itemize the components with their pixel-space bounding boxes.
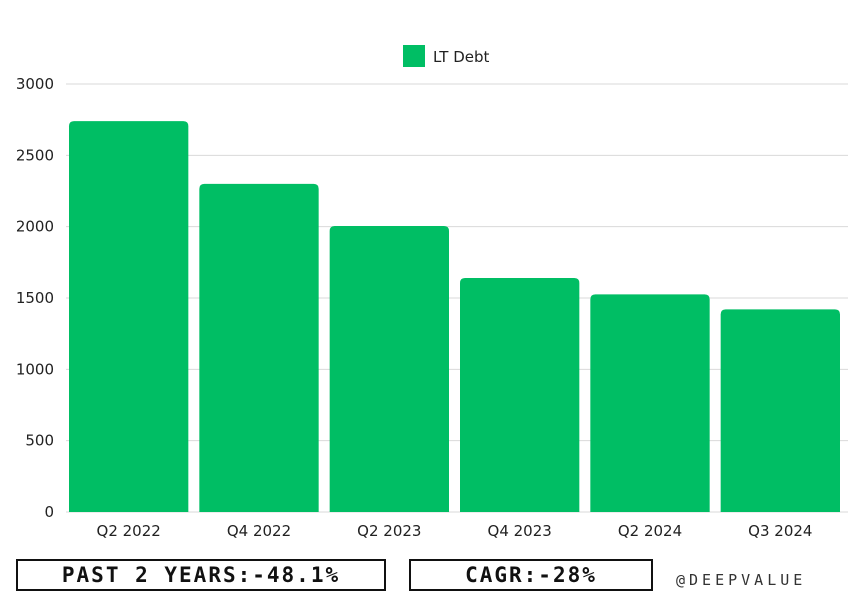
- gridlines: [66, 83, 848, 513]
- x-tick-label: Q4 2023: [488, 522, 552, 540]
- x-tick-label: Q2 2022: [97, 522, 161, 540]
- y-tick-label: 1500: [16, 289, 54, 307]
- cagr-stat: CAGR:-28%: [409, 559, 653, 591]
- bar: [69, 121, 189, 513]
- y-axis: 0 500 1000 1500 2000 2500 3000: [16, 75, 54, 521]
- y-tick-label: 1000: [16, 360, 54, 378]
- legend: LT Debt: [403, 45, 490, 67]
- bar: [590, 294, 710, 512]
- bar: [329, 225, 449, 512]
- bar-chart: LT Debt 0 500 1000 1500 2000 2500 3000 Q2 2022…: [16, 45, 848, 540]
- y-tick-label: 3000: [16, 75, 54, 93]
- bar: [199, 183, 319, 512]
- x-tick-label: Q3 2024: [748, 522, 812, 540]
- x-axis: Q2 2022 Q4 2022 Q2 2023 Q4 2023 Q2 2024 Q3 20…: [97, 522, 813, 540]
- y-tick-label: 2000: [16, 218, 54, 236]
- bar: [720, 309, 840, 512]
- x-tick-label: Q2 2023: [357, 522, 421, 540]
- past-2-years-stat: PAST 2 YEARS:-48.1%: [16, 559, 386, 591]
- bar: [460, 278, 580, 512]
- legend-swatch: [403, 45, 425, 67]
- x-tick-label: Q4 2022: [227, 522, 291, 540]
- y-tick-label: 500: [25, 432, 54, 450]
- x-tick-label: Q2 2024: [618, 522, 682, 540]
- y-tick-label: 2500: [16, 146, 54, 164]
- legend-label: LT Debt: [433, 48, 490, 66]
- y-tick-label: 0: [44, 503, 54, 521]
- watermark: @DEEPVALUE: [676, 571, 807, 589]
- bars: [69, 121, 840, 513]
